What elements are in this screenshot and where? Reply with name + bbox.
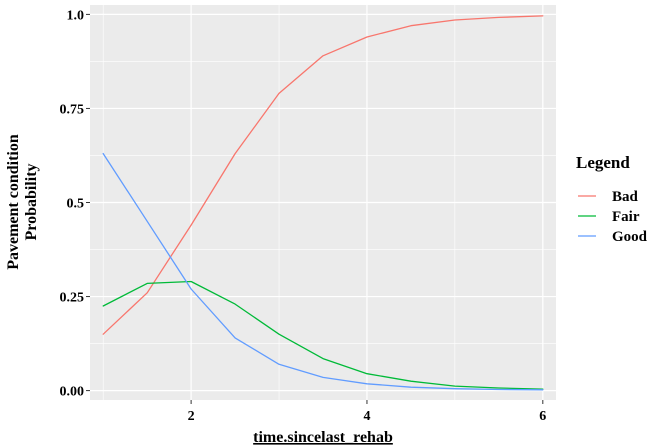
legend-label-good: Good [612,229,648,245]
x-axis-title: time.sincelast_rehab [253,429,393,446]
grid-lines [90,5,556,400]
legend-title: Legend [576,153,630,172]
series-line-fair [102,280,544,390]
y-tick-label: 0.75 [60,102,85,117]
y-axis-title-line-2: Probability [23,163,40,240]
y-axis-title: Pavement condition Probability [5,134,40,270]
axes: 0.00 0.25 0.5 0.75 1.0 2 4 6 [60,8,547,424]
y-tick-label: 0.00 [60,385,85,400]
series-line-good [102,152,544,391]
legend-label-fair: Fair [612,209,640,225]
legend-items: Bad Fair Good [576,187,648,245]
y-axis-title-line-1: Pavement condition [5,134,22,270]
y-tick-label: 1.0 [67,8,85,23]
series-lines [102,15,544,391]
y-tick-label: 0.25 [60,291,85,306]
y-tick-label: 0.5 [67,197,85,212]
legend: Legend Bad Fair Good [576,153,648,245]
x-tick-label: 6 [539,409,546,424]
series-line-bad [102,15,544,335]
x-tick-label: 4 [363,409,370,424]
x-tick-label: 2 [188,409,195,424]
legend-label-bad: Bad [612,189,639,205]
